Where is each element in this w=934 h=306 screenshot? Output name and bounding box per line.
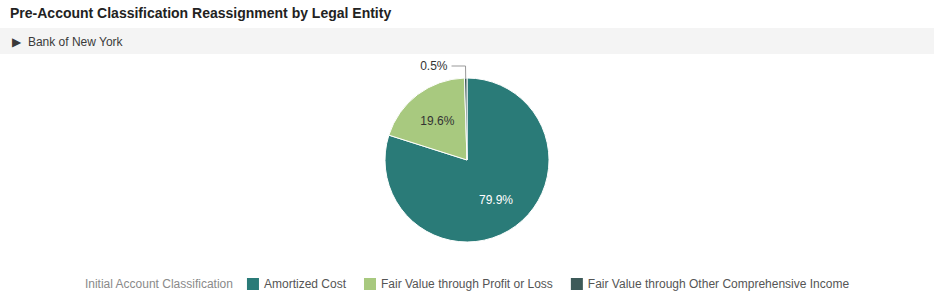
legend-swatch — [571, 278, 583, 290]
legend-title: Initial Account Classification — [85, 277, 233, 291]
legend-swatch — [247, 278, 259, 290]
pie-slice — [389, 78, 467, 160]
subtitle-strip — [0, 28, 934, 54]
data-label: 79.9% — [479, 193, 513, 207]
data-label: 19.6% — [420, 114, 454, 128]
data-label: 0.5% — [420, 59, 448, 73]
legend: Initial Account Classification Amortized … — [85, 277, 850, 291]
legend-entry: Fair Value through Other Comprehensive I… — [588, 277, 850, 291]
pie-slice — [464, 78, 467, 160]
data-labels: 79.9% 19.6% 0.5% — [420, 59, 513, 207]
chart: Pre-Account Classification Reassignment … — [0, 0, 934, 306]
pie-slice — [385, 78, 549, 242]
subtitle: ▶ Bank of New York — [12, 35, 124, 49]
legend-entry: Amortized Cost — [264, 277, 347, 291]
leader-line — [452, 66, 466, 78]
slices — [385, 78, 549, 242]
title: Pre-Account Classification Reassignment … — [10, 5, 391, 21]
legend-swatch — [364, 278, 376, 290]
legend-entry: Fair Value through Profit or Loss — [381, 277, 553, 291]
